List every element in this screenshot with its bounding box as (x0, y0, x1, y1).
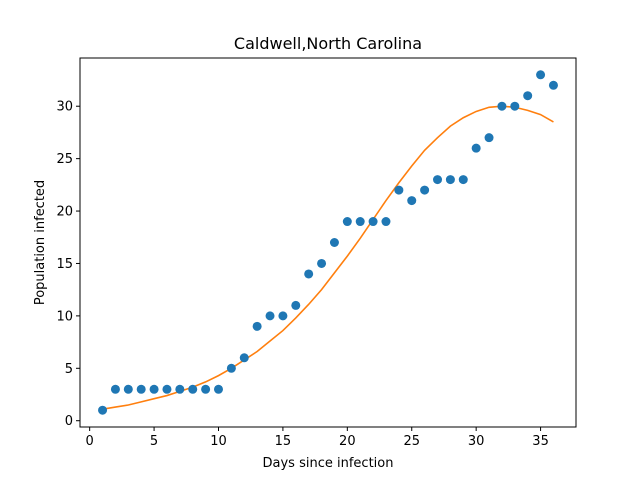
data-point (110, 384, 120, 394)
data-point (458, 175, 468, 185)
y-tick-label: 20 (56, 205, 73, 220)
data-point (355, 217, 365, 227)
data-point (445, 175, 455, 185)
data-point (278, 311, 288, 321)
data-point (329, 238, 339, 247)
y-tick-label: 10 (56, 309, 73, 324)
y-tick-label: 30 (56, 100, 73, 115)
y-tick-label: 5 (65, 362, 73, 377)
data-point (510, 101, 520, 111)
data-point (291, 300, 301, 310)
data-point (394, 185, 404, 195)
x-tick-label: 0 (86, 434, 94, 449)
chart-title: Caldwell,North Carolina (234, 34, 422, 53)
x-tick-label: 15 (275, 434, 292, 449)
data-point (523, 91, 533, 101)
data-point (536, 70, 546, 80)
data-point (123, 384, 133, 394)
data-point (484, 133, 494, 143)
x-axis-label: Days since infection (263, 456, 394, 471)
data-point (548, 80, 558, 90)
y-tick-label: 15 (56, 257, 73, 272)
x-tick-label: 20 (339, 434, 356, 449)
data-point (471, 143, 481, 153)
x-tick-label: 30 (468, 434, 485, 449)
y-tick-label: 25 (56, 152, 73, 167)
data-point (136, 384, 146, 394)
data-point (433, 175, 443, 185)
data-point (162, 384, 172, 394)
data-point (213, 384, 223, 394)
data-point (149, 384, 159, 394)
data-point (252, 321, 262, 331)
data-point (226, 363, 236, 373)
data-point (407, 196, 417, 206)
data-point (265, 311, 275, 321)
data-point (304, 269, 314, 279)
plot-frame (79, 57, 577, 428)
x-tick-label: 10 (210, 434, 227, 449)
plot-area (98, 70, 558, 415)
data-point (188, 384, 198, 394)
data-point (239, 353, 249, 363)
data-point (497, 101, 507, 111)
data-point (317, 258, 327, 268)
data-point (175, 384, 185, 394)
y-axis-label: Population infected (33, 180, 48, 305)
y-tick-label: 0 (65, 414, 73, 429)
x-tick-label: 25 (403, 434, 420, 449)
data-point (98, 405, 108, 415)
x-tick-label: 5 (150, 434, 158, 449)
data-point (368, 217, 378, 227)
x-tick-label: 35 (532, 434, 549, 449)
data-point (342, 217, 352, 227)
data-point (381, 217, 391, 227)
data-point (420, 185, 430, 195)
data-point (201, 384, 211, 394)
